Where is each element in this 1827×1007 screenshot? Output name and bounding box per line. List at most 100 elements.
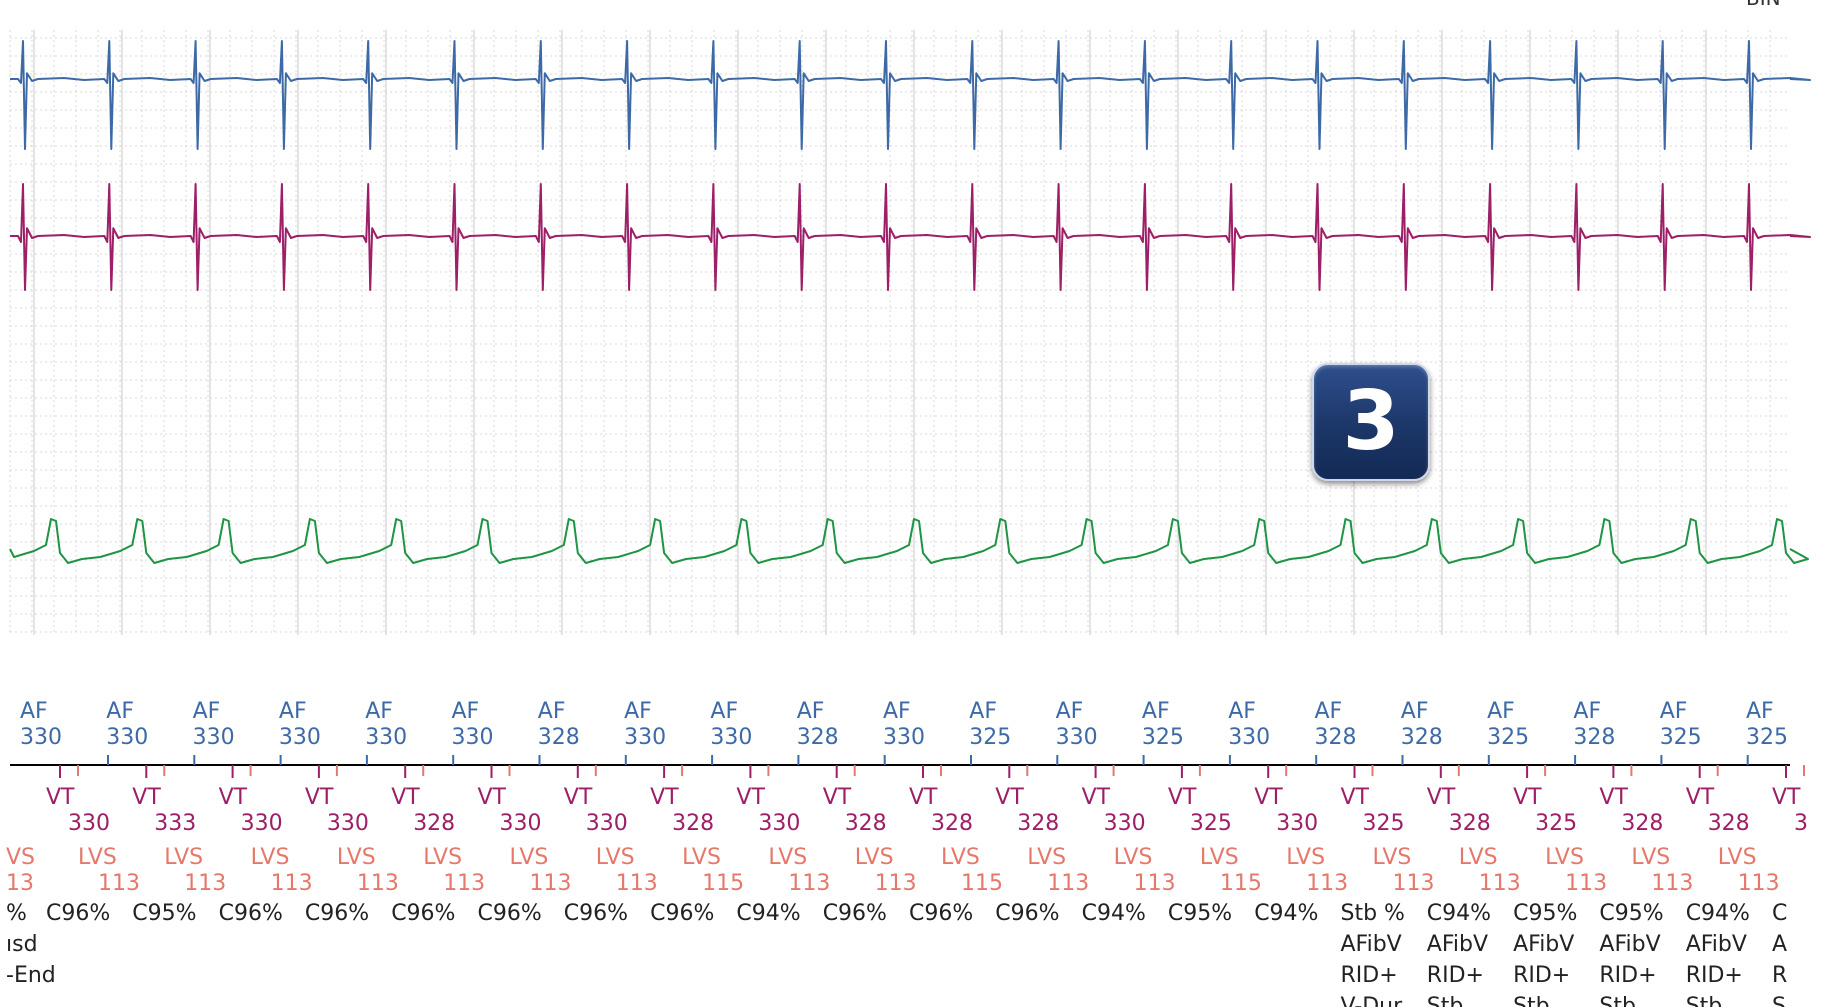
ventricular-marker-label: VT — [1168, 785, 1197, 810]
lvs-marker-label: LVS — [1373, 845, 1412, 870]
atrial-marker-label: AF — [710, 699, 738, 724]
classification-text: C94% — [1082, 901, 1146, 926]
classification-text: Stb — [1427, 994, 1464, 1007]
classification-text: RID+ — [1341, 963, 1398, 988]
lvs-marker-interval: 113 — [357, 871, 399, 896]
lvs-marker-interval: 113 — [1306, 871, 1348, 896]
classification-text: C95% — [1513, 901, 1577, 926]
lvs-marker-interval: 113 — [1738, 871, 1780, 896]
ventricular-marker-interval: 328 — [1017, 811, 1059, 836]
lvs-marker-label: LVS — [1027, 845, 1066, 870]
classification-text: C95% — [132, 901, 196, 926]
classification-text: RID+ — [1599, 963, 1656, 988]
lvs-marker-label: LVS — [423, 845, 462, 870]
classification-text: A — [1772, 932, 1787, 957]
atrial-marker-label: AF — [797, 699, 825, 724]
ventricular-marker-label: VT — [305, 785, 334, 810]
lvs-marker-interval: 115 — [1220, 871, 1262, 896]
classification-text: -End — [6, 963, 56, 988]
classification-text: C94% — [736, 901, 800, 926]
lvs-marker-interval: 113 — [1134, 871, 1176, 896]
ventricular-marker-interval: 328 — [413, 811, 455, 836]
ventricular-marker-label: VT — [1599, 785, 1628, 810]
classification-text: RID+ — [1427, 963, 1484, 988]
ventricular-marker-interval: 325 — [1535, 811, 1577, 836]
classification-text: C96% — [823, 901, 887, 926]
atrial-marker-interval: 328 — [1573, 725, 1615, 750]
ventricular-marker-interval: 330 — [327, 811, 369, 836]
ventricular-marker-label: VT — [391, 785, 420, 810]
atrial-marker-interval: 330 — [710, 725, 752, 750]
grid — [9, 30, 1790, 635]
classification-text: AFibV — [1513, 932, 1574, 957]
classification-text: C95% — [1168, 901, 1232, 926]
lvs-marker-label: LVS — [768, 845, 807, 870]
classification-text: C96% — [650, 901, 714, 926]
corner-label: BIN — [1746, 0, 1781, 10]
atrial-marker-interval: 328 — [797, 725, 839, 750]
atrial-marker-interval: 328 — [538, 725, 580, 750]
lvs-marker-interval: 113 — [443, 871, 485, 896]
ventricular-marker-interval: 333 — [154, 811, 196, 836]
ventricular-marker-label: VT — [1772, 785, 1801, 810]
classification-text: C96% — [305, 901, 369, 926]
atrial-egm-trace — [10, 40, 1811, 150]
lvs-marker-interval: 113 — [1565, 871, 1607, 896]
ventricular-marker-interval: 328 — [1708, 811, 1750, 836]
atrial-marker-label: AF — [1660, 699, 1688, 724]
lvs-marker-interval: 113 — [1393, 871, 1435, 896]
atrial-marker-label: AF — [1056, 699, 1084, 724]
lvs-marker-interval: 113 — [1047, 871, 1089, 896]
lvs-marker-interval: 113 — [788, 871, 830, 896]
ventricular-marker-interval: 330 — [241, 811, 283, 836]
lvs-marker-label: LVS — [510, 845, 549, 870]
ventricular-marker-label: VT — [736, 785, 765, 810]
atrial-marker-label: AF — [1746, 699, 1774, 724]
ventricular-marker-interval: 328 — [672, 811, 714, 836]
atrial-marker-label: AF — [883, 699, 911, 724]
lvs-marker-interval: 113 — [875, 871, 917, 896]
atrial-marker-label: AF — [279, 699, 307, 724]
lvs-marker-label: LVS — [941, 845, 980, 870]
classification-text: C94% — [1427, 901, 1491, 926]
lvs-marker-label: LVS — [1545, 845, 1584, 870]
classification-text: Stb — [1686, 994, 1723, 1007]
classification-text: C96% — [478, 901, 542, 926]
atrial-marker-interval: 330 — [106, 725, 148, 750]
ventricular-marker-interval: 328 — [845, 811, 887, 836]
lvs-marker-interval: 113 — [1479, 871, 1521, 896]
atrial-marker-label: AF — [1228, 699, 1256, 724]
lvs-marker-interval: 13 — [6, 871, 34, 896]
ventricular-egm-trace — [10, 183, 1811, 291]
ventricular-marker-label: VT — [1427, 785, 1456, 810]
classification-text: C — [1772, 901, 1787, 926]
classification-text: % — [6, 901, 27, 926]
atrial-marker-interval: 330 — [1228, 725, 1270, 750]
lvs-marker-label: LVS — [1200, 845, 1239, 870]
ventricular-marker-label: VT — [995, 785, 1024, 810]
lvs-marker-label: LVS — [855, 845, 894, 870]
atrial-marker-label: AF — [624, 699, 652, 724]
lvs-marker-label: LVS — [682, 845, 721, 870]
ventricular-marker-interval: 325 — [1190, 811, 1232, 836]
classification-text: S — [1772, 994, 1786, 1007]
atrial-marker-label: AF — [1142, 699, 1170, 724]
atrial-marker-interval: 328 — [1315, 725, 1357, 750]
ventricular-marker-interval: 330 — [1104, 811, 1146, 836]
ventricular-marker-label: VT — [1686, 785, 1715, 810]
classification-text: RID+ — [1513, 963, 1570, 988]
ventricular-marker-interval: 330 — [1276, 811, 1318, 836]
lvs-marker-label: LVS — [78, 845, 117, 870]
classification-text: C94% — [1686, 901, 1750, 926]
ventricular-marker-interval: 330 — [68, 811, 110, 836]
ventricular-marker-label: VT — [1254, 785, 1283, 810]
atrial-marker-interval: 325 — [1746, 725, 1788, 750]
ventricular-marker-interval: 328 — [1449, 811, 1491, 836]
atrial-marker-interval: 325 — [1487, 725, 1529, 750]
lvs-marker-label: LVS — [251, 845, 290, 870]
atrial-marker-interval: 330 — [365, 725, 407, 750]
atrial-marker-label: AF — [1315, 699, 1343, 724]
lvs-marker-label: VS — [6, 845, 35, 870]
classification-text: V-Dur — [1341, 994, 1404, 1007]
atrial-marker-interval: 328 — [1401, 725, 1443, 750]
